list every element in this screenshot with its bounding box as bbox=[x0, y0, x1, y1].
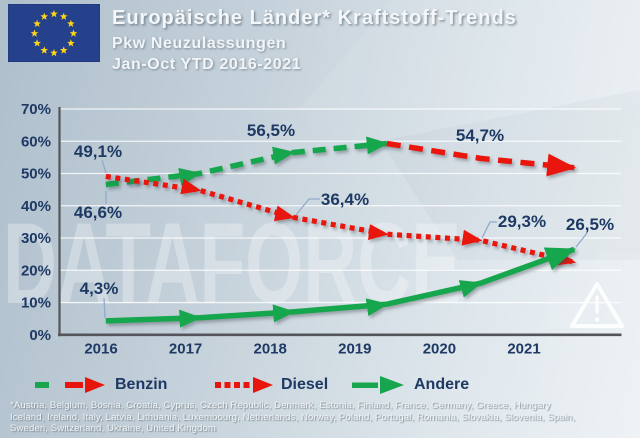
callout-connector bbox=[101, 159, 107, 174]
footnote-line: *Austria, Belgium, Bosnia, Croatia, Cypr… bbox=[10, 400, 551, 411]
red-dotted-arrow-icon bbox=[215, 377, 273, 393]
benzin-line-red-segment bbox=[386, 140, 577, 177]
eu-star-icon bbox=[50, 49, 58, 57]
benzin-value-label-2020: 54,7% bbox=[456, 126, 504, 145]
y-tick-label: 50% bbox=[21, 166, 51, 183]
footnote-line: Iceland, Ireland, Italy, Latvia, Lithuan… bbox=[10, 411, 576, 423]
legend-label-diesel: Diesel bbox=[281, 376, 329, 393]
eu-star-icon bbox=[69, 29, 78, 37]
y-tick-label: 10% bbox=[21, 295, 51, 312]
andere-line-path bbox=[105, 246, 577, 328]
callout-connector bbox=[575, 232, 588, 248]
legend-label-benzin: Benzin bbox=[115, 376, 168, 393]
x-tick-label: 2019 bbox=[338, 341, 371, 358]
benzin-line bbox=[105, 136, 577, 188]
y-tick-label: 30% bbox=[21, 230, 51, 247]
legend-label-andere: Andere bbox=[414, 376, 470, 393]
eu-star-icon bbox=[33, 39, 41, 47]
benzin-value-label-2018: 56,5% bbox=[247, 121, 295, 140]
legend-item-andere: Andere bbox=[352, 373, 469, 397]
footnote-line: Sweden, Switzerland, Ukraine, United Kin… bbox=[10, 423, 216, 435]
y-tick-label: 60% bbox=[21, 133, 51, 150]
green-solid-arrow-icon bbox=[352, 376, 404, 394]
green-dash-red-dash-arrow-icon bbox=[35, 377, 105, 393]
x-tick-label: 2016 bbox=[84, 341, 117, 358]
callout-connector bbox=[103, 297, 106, 319]
benzin-value-label-2016: 46,6% bbox=[74, 203, 122, 222]
dataforce-watermark: DATAFORCE bbox=[3, 199, 461, 328]
legend-item-diesel: Diesel bbox=[215, 373, 328, 397]
x-tick-label: 2020 bbox=[423, 341, 456, 358]
andere-value-label-2021: 26,5% bbox=[566, 215, 614, 234]
eu-star-icon bbox=[59, 46, 68, 54]
diesel-value-label-2016: 49,1% bbox=[74, 142, 122, 161]
diesel-line-path bbox=[105, 173, 577, 266]
country-footnote: *Austria, Belgium, Bosnia, Croatia, Cypr… bbox=[10, 400, 634, 435]
eu-star-icon bbox=[67, 39, 75, 47]
benzin-line-green-segment bbox=[105, 136, 389, 188]
eu-star-icon bbox=[40, 12, 49, 20]
watermark-logo-fragment bbox=[598, 252, 638, 282]
callout-connector bbox=[295, 198, 320, 216]
eu-star-icon bbox=[33, 19, 41, 27]
diesel-value-label-2020: 29,3% bbox=[498, 212, 546, 231]
chart-legend: Benzin Diesel Andere bbox=[0, 373, 640, 397]
diesel-value-label-2018: 36,4% bbox=[321, 190, 369, 209]
page-subtitle-period: Jan-Oct YTD 2016-2021 bbox=[112, 56, 302, 73]
warning-triangle-icon bbox=[570, 282, 624, 328]
page-subtitle: Pkw Neuzulassungen bbox=[112, 35, 287, 52]
y-tick-label: 0% bbox=[29, 327, 51, 344]
x-tick-label: 2018 bbox=[254, 341, 287, 358]
y-tick-label: 40% bbox=[21, 198, 51, 215]
diesel-line bbox=[105, 173, 577, 266]
y-tick-label: 70% bbox=[21, 101, 51, 118]
eu-star-icon bbox=[50, 10, 58, 18]
callout-connector bbox=[481, 221, 497, 239]
page-title: Europäische Länder* Kraftstoff-Trends bbox=[112, 7, 517, 29]
eu-flag-icon bbox=[8, 4, 100, 62]
eu-star-icon bbox=[30, 29, 39, 37]
andere-value-label-2016: 4,3% bbox=[80, 279, 119, 298]
eu-star-icon bbox=[59, 12, 68, 20]
eu-star-icon bbox=[67, 19, 75, 27]
andere-line bbox=[105, 246, 577, 328]
eu-star-icon bbox=[40, 46, 49, 54]
x-tick-label: 2021 bbox=[507, 341, 540, 358]
x-tick-label: 2017 bbox=[169, 341, 202, 358]
legend-item-benzin: Benzin bbox=[35, 373, 167, 397]
y-tick-label: 20% bbox=[21, 262, 51, 279]
